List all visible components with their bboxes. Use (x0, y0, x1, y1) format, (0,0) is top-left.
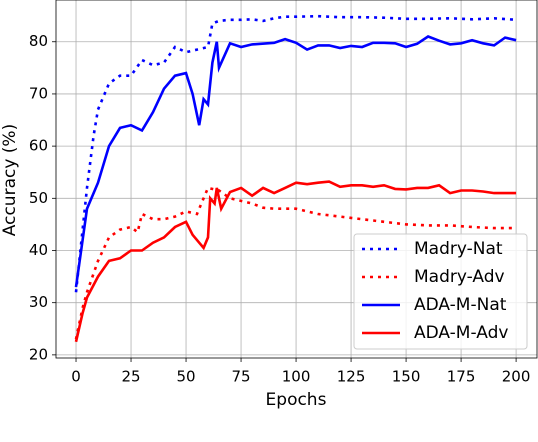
y-axis-label: Accuracy (%) (0, 124, 20, 236)
plot-frame (55, 0, 538, 359)
y-tick-label: 70 (29, 84, 48, 102)
x-tick-label: 100 (282, 368, 311, 386)
legend: Madry-Nat Madry-Adv ADA-M-Nat ADA-M-Adv (353, 233, 528, 350)
legend-label: Madry-Adv (414, 267, 505, 287)
y-tick-label: 40 (29, 241, 48, 259)
x-tick-label: 175 (447, 368, 476, 386)
x-tick-label: 0 (71, 368, 81, 386)
y-tick-label: 80 (29, 32, 48, 50)
legend-label: Madry-Nat (414, 239, 503, 259)
x-tick-label: 25 (121, 368, 140, 386)
x-tick-label: 200 (502, 368, 531, 386)
x-tick-label: 75 (232, 368, 251, 386)
data-line (74, 14, 517, 293)
x-tick-label: 50 (176, 368, 195, 386)
x-axis-label: Epochs (266, 390, 327, 410)
y-tick-label: 30 (29, 293, 48, 311)
y-tick-label: 50 (29, 189, 48, 207)
x-tick-label: 125 (337, 368, 366, 386)
data-line (74, 186, 517, 340)
data-line (74, 35, 517, 288)
legend-box (353, 233, 528, 350)
data-line (74, 180, 517, 343)
legend-label: ADA-M-Nat (414, 295, 507, 315)
y-tick-label: 60 (29, 137, 48, 155)
legend-label: ADA-M-Adv (414, 323, 508, 343)
y-tick-label: 20 (29, 345, 48, 363)
x-tick-label: 150 (392, 368, 421, 386)
